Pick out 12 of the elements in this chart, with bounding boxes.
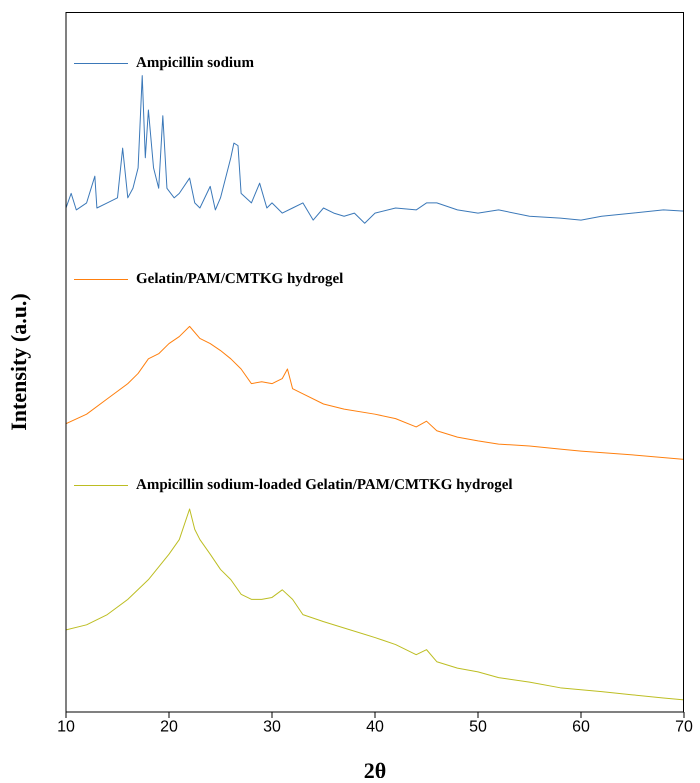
x-tick-label: 50 bbox=[469, 718, 487, 736]
legend-label: Gelatin/PAM/CMTKG hydrogel bbox=[136, 271, 344, 288]
x-tick-label: 70 bbox=[675, 718, 693, 736]
legend-label: Ampicillin sodium-loaded Gelatin/PAM/CMTKG hydrogel bbox=[136, 477, 513, 494]
x-tick-label: 40 bbox=[366, 718, 384, 736]
x-axis-title: 2θ bbox=[364, 758, 386, 783]
legend-label: Ampicillin sodium bbox=[136, 55, 254, 72]
x-tick-label: 20 bbox=[160, 718, 178, 736]
y-axis-title: Intensity (a.u.) bbox=[6, 293, 31, 431]
x-tick-label: 60 bbox=[572, 718, 590, 736]
x-tick-label: 10 bbox=[57, 718, 75, 736]
x-tick-label: 30 bbox=[263, 718, 281, 736]
